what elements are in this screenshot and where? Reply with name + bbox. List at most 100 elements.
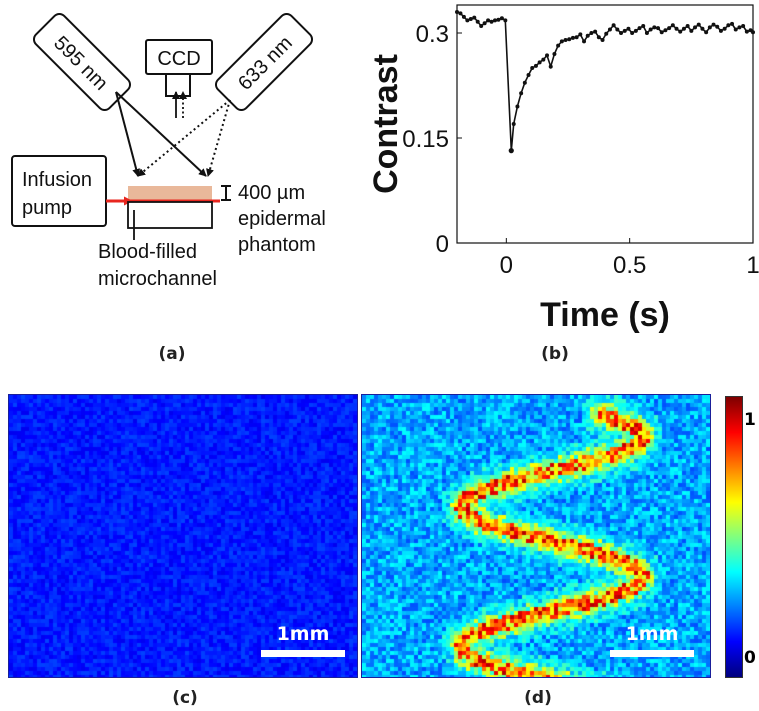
data-point bbox=[522, 80, 527, 85]
data-point bbox=[556, 43, 561, 48]
data-point bbox=[545, 53, 550, 58]
data-point bbox=[718, 28, 723, 33]
colorbar-max-label: 1 bbox=[744, 410, 756, 430]
scalebar-d-label: 1mm bbox=[625, 623, 679, 645]
data-point bbox=[533, 63, 538, 68]
data-point bbox=[479, 24, 484, 28]
thickness-label: 400 µm bbox=[238, 182, 305, 204]
data-point bbox=[615, 27, 620, 32]
laser-633-box: 633 nm bbox=[214, 12, 314, 112]
data-point bbox=[663, 28, 668, 33]
data-point bbox=[589, 31, 594, 35]
data-point bbox=[744, 29, 749, 34]
data-point bbox=[465, 18, 470, 23]
data-point bbox=[659, 30, 664, 35]
x-tick-label: 1 bbox=[746, 252, 759, 279]
data-point bbox=[622, 28, 627, 33]
data-point bbox=[499, 16, 504, 21]
data-point bbox=[630, 31, 635, 35]
caption-d: (d) bbox=[524, 688, 552, 708]
data-point bbox=[681, 26, 686, 31]
data-point bbox=[593, 29, 598, 34]
data-point bbox=[670, 23, 675, 28]
data-point bbox=[733, 27, 738, 32]
beams-595 bbox=[115, 91, 207, 177]
ccd-camera: CCD bbox=[145, 39, 213, 118]
data-point bbox=[689, 28, 694, 33]
data-point bbox=[711, 22, 716, 27]
data-point bbox=[726, 23, 731, 28]
data-point bbox=[570, 35, 575, 40]
data-point bbox=[685, 24, 690, 28]
data-point bbox=[604, 31, 609, 36]
data-point bbox=[700, 26, 705, 31]
x-tick-label: 0 bbox=[500, 252, 513, 279]
caption-a: (a) bbox=[158, 344, 186, 364]
data-point bbox=[461, 14, 466, 19]
data-point bbox=[633, 28, 638, 33]
data-point bbox=[582, 39, 587, 44]
infusion-pump: Infusion pump bbox=[11, 155, 107, 227]
epidermal-phantom-layer bbox=[128, 186, 212, 200]
data-point bbox=[526, 73, 531, 77]
data-point bbox=[503, 18, 508, 23]
setup-diagram: 595 nm 633 nm CCD Infusion pump bbox=[11, 12, 326, 290]
speckle-contrast-map-before bbox=[9, 395, 357, 677]
data-point bbox=[492, 18, 497, 23]
data-point bbox=[674, 26, 679, 31]
contrast-series-points bbox=[455, 10, 755, 154]
data-point bbox=[548, 64, 553, 69]
data-point bbox=[475, 19, 480, 24]
x-axis-label: Time (s) bbox=[540, 296, 670, 334]
data-point bbox=[678, 29, 683, 34]
pump-label-1: Infusion bbox=[22, 169, 92, 191]
caption-c: (c) bbox=[172, 688, 198, 708]
x-tick-label: 0.5 bbox=[613, 252, 646, 279]
ccd-label: CCD bbox=[157, 48, 200, 70]
data-point bbox=[482, 21, 487, 26]
data-point bbox=[644, 31, 649, 35]
data-point bbox=[508, 148, 514, 154]
data-point bbox=[626, 26, 631, 31]
phantom-label-2: phantom bbox=[238, 234, 316, 256]
contrast-time-chart: 0 0.5 1 0 0.15 0.3 Contrast Time (s) bbox=[367, 4, 759, 334]
data-point bbox=[458, 11, 463, 16]
data-point bbox=[656, 26, 661, 31]
data-point bbox=[667, 26, 672, 31]
scalebar-c-label: 1mm bbox=[276, 623, 330, 645]
data-point bbox=[696, 22, 701, 27]
data-point bbox=[751, 30, 755, 35]
scalebar-d bbox=[610, 650, 694, 657]
data-point bbox=[515, 104, 520, 109]
beams-633 bbox=[137, 99, 231, 177]
data-point bbox=[611, 23, 616, 28]
data-point bbox=[704, 30, 709, 35]
data-point bbox=[641, 24, 646, 28]
data-point bbox=[519, 91, 524, 96]
data-point bbox=[741, 24, 746, 28]
y-tick-label: 0.15 bbox=[402, 126, 449, 153]
data-point bbox=[511, 122, 516, 126]
data-point bbox=[596, 35, 601, 40]
contrast-series-line bbox=[456, 11, 754, 151]
speckle-image-c: 1mm bbox=[8, 394, 358, 678]
data-point bbox=[637, 26, 642, 31]
y-tick-label: 0.3 bbox=[416, 21, 449, 48]
data-point bbox=[472, 15, 477, 20]
channel-label-2: microchannel bbox=[98, 268, 217, 290]
data-point bbox=[552, 52, 557, 56]
data-point bbox=[496, 17, 501, 22]
data-point bbox=[693, 25, 698, 30]
data-point bbox=[600, 38, 605, 42]
data-point bbox=[619, 31, 624, 35]
data-point bbox=[486, 18, 491, 23]
pump-label-2: pump bbox=[22, 197, 72, 219]
chart-frame bbox=[456, 4, 754, 244]
data-point bbox=[559, 39, 564, 44]
speckle-contrast-map-after bbox=[362, 395, 710, 677]
data-point bbox=[722, 26, 727, 31]
colorbar-jet bbox=[725, 396, 743, 678]
channel-label-1: Blood-filled bbox=[98, 241, 197, 263]
data-point bbox=[537, 60, 542, 65]
data-point bbox=[563, 38, 568, 42]
